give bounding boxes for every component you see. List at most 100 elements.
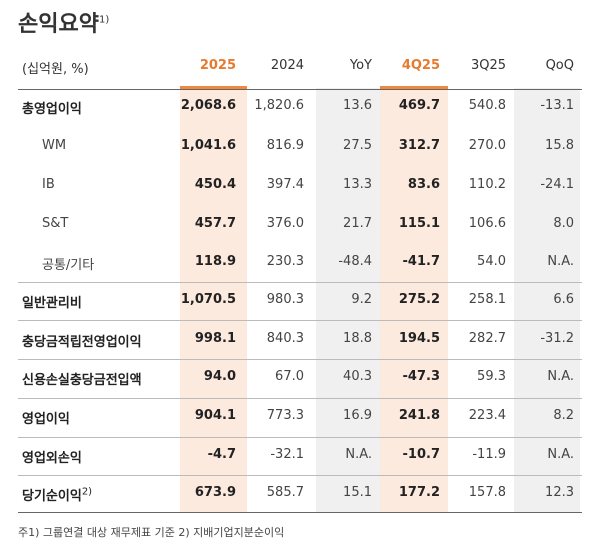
column-header: QoQ bbox=[545, 58, 574, 73]
cell: 585.7 bbox=[266, 485, 304, 500]
cell: 8.0 bbox=[553, 216, 574, 231]
cell: N.A. bbox=[547, 254, 574, 269]
col-bg bbox=[316, 88, 380, 513]
cell: -31.2 bbox=[540, 331, 574, 346]
cell: 194.5 bbox=[398, 331, 440, 346]
cell: 59.3 bbox=[477, 369, 506, 384]
cell: 998.1 bbox=[194, 331, 236, 346]
row-label-text: 영업외손익 bbox=[22, 451, 82, 466]
cell: 230.3 bbox=[266, 254, 304, 269]
cell: -41.7 bbox=[402, 254, 440, 269]
cell: -47.3 bbox=[402, 369, 440, 384]
cell: -32.1 bbox=[270, 447, 304, 462]
highlight-bar bbox=[180, 86, 247, 90]
cell: 18.8 bbox=[343, 331, 372, 346]
cell: 21.7 bbox=[343, 216, 372, 231]
cell: 67.0 bbox=[275, 369, 304, 384]
row-label-text: 충당금적립전영업이익 bbox=[22, 335, 142, 350]
column-header: 2024 bbox=[270, 58, 304, 73]
cell: 110.2 bbox=[468, 177, 506, 192]
row-label: 공통/기타 bbox=[42, 254, 94, 273]
cell: 1,041.6 bbox=[180, 138, 236, 153]
cell: 223.4 bbox=[468, 408, 506, 423]
row-label: IB bbox=[42, 177, 55, 192]
row-label: 충당금적립전영업이익 bbox=[22, 331, 142, 350]
row-label-text: 당기순이익 bbox=[22, 489, 82, 504]
column-header: (십억원, %) bbox=[22, 62, 89, 77]
cell: 9.2 bbox=[351, 292, 372, 307]
row-label: 신용손실충당금전입액 bbox=[22, 369, 142, 388]
cell: 282.7 bbox=[468, 331, 506, 346]
rule bbox=[18, 512, 582, 513]
cell: 2,068.6 bbox=[180, 98, 236, 113]
cell: 241.8 bbox=[398, 408, 440, 423]
cell: 177.2 bbox=[398, 485, 440, 500]
title-note: 1) bbox=[98, 14, 110, 26]
cell: -48.4 bbox=[338, 254, 372, 269]
cell: 83.6 bbox=[407, 177, 440, 192]
cell: 6.6 bbox=[553, 292, 574, 307]
cell: 15.1 bbox=[343, 485, 372, 500]
col-bg bbox=[180, 88, 247, 513]
cell: 397.4 bbox=[266, 177, 304, 192]
row-label-text: 공통/기타 bbox=[42, 258, 95, 273]
cell: 275.2 bbox=[398, 292, 440, 307]
row-label: S&T bbox=[42, 216, 68, 231]
cell: 980.3 bbox=[266, 292, 304, 307]
row-label-text: 신용손실충당금전입액 bbox=[22, 373, 142, 388]
cell: 840.3 bbox=[266, 331, 304, 346]
row-label-text: 일반관리비 bbox=[22, 296, 82, 311]
cell: 816.9 bbox=[266, 138, 304, 153]
cell: 12.3 bbox=[545, 485, 574, 500]
row-label-text: 영업이익 bbox=[22, 412, 70, 427]
rule bbox=[18, 320, 582, 321]
column-header: 4Q25 bbox=[401, 58, 440, 73]
cell: 27.5 bbox=[343, 138, 372, 153]
title-text: 손익요약 bbox=[18, 12, 99, 37]
cell: 469.7 bbox=[398, 98, 440, 113]
cell: N.A. bbox=[547, 369, 574, 384]
cell: 270.0 bbox=[468, 138, 506, 153]
row-label: 영업이익 bbox=[22, 408, 70, 427]
cell: -4.7 bbox=[207, 447, 236, 462]
row-label: 일반관리비 bbox=[22, 292, 82, 311]
cell: -11.9 bbox=[472, 447, 506, 462]
cell: 1,820.6 bbox=[254, 98, 304, 113]
cell: 118.9 bbox=[194, 254, 236, 269]
cell: 904.1 bbox=[194, 408, 236, 423]
cell: 16.9 bbox=[343, 408, 372, 423]
cell: 673.9 bbox=[194, 485, 236, 500]
cell: -13.1 bbox=[540, 98, 574, 113]
cell: 1,070.5 bbox=[180, 292, 236, 307]
cell: 258.1 bbox=[468, 292, 506, 307]
footnote: 주1) 그룹연결 대상 재무제표 기준 2) 지배기업지분순이익 bbox=[18, 526, 285, 539]
row-label: 당기순이익2) bbox=[22, 485, 92, 504]
rule bbox=[18, 437, 582, 438]
row-note: 2) bbox=[81, 486, 93, 498]
cell: 376.0 bbox=[266, 216, 304, 231]
cell: 8.2 bbox=[553, 408, 574, 423]
cell: 773.3 bbox=[266, 408, 304, 423]
cell: 540.8 bbox=[468, 98, 506, 113]
row-label-text: IB bbox=[42, 177, 55, 192]
cell: 40.3 bbox=[343, 369, 372, 384]
cell: 94.0 bbox=[203, 369, 236, 384]
rule bbox=[18, 89, 582, 90]
title: 손익요약1) bbox=[18, 6, 109, 38]
rule bbox=[18, 359, 582, 360]
rule bbox=[18, 398, 582, 399]
cell: N.A. bbox=[345, 447, 372, 462]
row-label: WM bbox=[42, 138, 66, 153]
cell: 13.6 bbox=[343, 98, 372, 113]
cell: 54.0 bbox=[477, 254, 506, 269]
cell: -24.1 bbox=[540, 177, 574, 192]
cell: 157.8 bbox=[468, 485, 506, 500]
row-label-text: S&T bbox=[42, 216, 69, 231]
cell: N.A. bbox=[547, 447, 574, 462]
cell: 106.6 bbox=[468, 216, 506, 231]
rule bbox=[18, 282, 582, 283]
cell: 115.1 bbox=[398, 216, 440, 231]
column-header: 2025 bbox=[199, 58, 236, 73]
rule bbox=[18, 475, 582, 476]
